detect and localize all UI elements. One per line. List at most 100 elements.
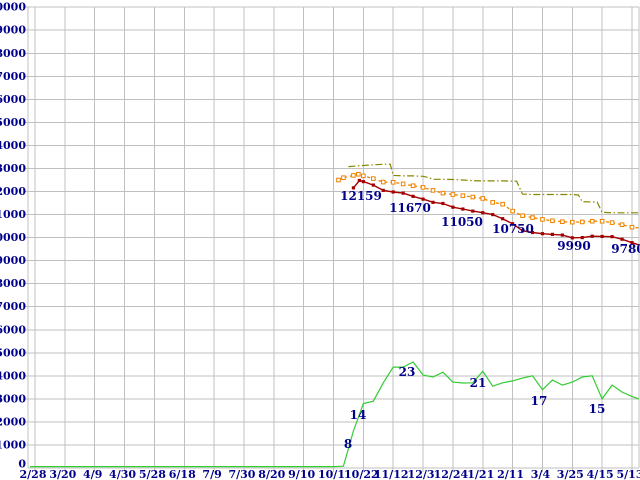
data-point-marker	[361, 173, 366, 179]
data-point-marker	[440, 190, 446, 196]
data-point-marker	[371, 176, 376, 181]
y-tick-label: 5000	[0, 346, 26, 359]
data-point-marker	[381, 188, 385, 192]
x-tick-label: 7/9	[202, 468, 221, 480]
data-point-marker	[400, 181, 406, 187]
y-tick-label: 20000	[0, 1, 26, 14]
data-point-marker	[470, 194, 476, 200]
data-point-marker	[336, 177, 341, 183]
data-point-marker	[460, 193, 466, 198]
y-tick-label: 14000	[0, 139, 26, 152]
x-tick-label: 4/15	[587, 468, 614, 480]
data-point-marker	[371, 183, 375, 187]
point-value-label: 15	[589, 402, 606, 416]
x-axis-labels: 2/28 3/20 4/9 4/30 5/28 6/18 7/9 7/30 8/20 9/10 10…	[20, 468, 640, 480]
x-tick-label: 2/11	[497, 468, 524, 480]
y-axis-labels: 2000019000180001700016000150001400013000…	[0, 1, 26, 471]
y-tick-label: 0	[18, 458, 26, 471]
x-tick-label: 12/24	[434, 468, 469, 480]
y-tick-label: 9000	[0, 254, 26, 267]
y-tick-label: 15000	[0, 116, 26, 129]
point-value-label: 9780	[611, 242, 640, 256]
data-point-marker	[511, 222, 515, 226]
data-point-marker	[390, 180, 396, 185]
data-point-marker	[480, 196, 486, 201]
point-value-label: 21	[470, 376, 487, 390]
point-value-label: 11050	[441, 215, 483, 229]
data-point-marker	[421, 197, 425, 201]
x-tick-label: 7/30	[228, 468, 255, 480]
point-value-label: 14	[350, 408, 367, 422]
data-point-marker	[361, 180, 365, 184]
x-tick-label: 11/12	[374, 468, 409, 480]
data-point-marker	[510, 208, 515, 214]
data-point-marker	[401, 191, 405, 195]
y-tick-label: 12000	[0, 185, 26, 198]
y-tick-label: 8000	[0, 277, 26, 290]
data-point-marker	[520, 213, 525, 219]
data-point-marker	[609, 220, 615, 225]
data-point-marker	[380, 179, 386, 185]
y-tick-label: 1000	[0, 438, 26, 451]
data-point-marker	[461, 207, 465, 211]
y-tick-label: 10000	[0, 231, 26, 244]
y-tick-label: 4000	[0, 369, 26, 382]
data-point-marker	[481, 211, 485, 215]
data-point-marker	[630, 241, 634, 245]
data-point-marker	[560, 233, 564, 237]
y-tick-label: 18000	[0, 47, 26, 60]
series-green-line	[30, 361, 639, 468]
x-tick-label: 5/13	[617, 468, 640, 480]
data-point-marker	[560, 219, 565, 225]
data-point-marker	[579, 219, 585, 225]
data-point-marker	[530, 230, 535, 235]
point-value-label: 9990	[557, 239, 590, 253]
data-point-marker	[580, 236, 584, 240]
point-value-label: 12159	[340, 189, 382, 203]
data-point-marker	[410, 183, 416, 189]
grid	[24, 6, 640, 472]
data-point-marker	[430, 188, 436, 193]
series-dark-red-line	[351, 178, 639, 246]
point-value-label: 11670	[389, 201, 431, 215]
data-point-marker	[431, 200, 435, 204]
data-point-marker	[540, 217, 545, 222]
data-point-marker	[451, 205, 455, 209]
data-point-marker	[600, 234, 604, 239]
x-tick-label: 8/20	[258, 468, 285, 480]
data-point-marker	[590, 234, 594, 238]
x-tick-label: 10/1	[318, 468, 345, 480]
point-value-label: 17	[531, 394, 548, 408]
data-point-marker	[341, 175, 346, 180]
series-line	[30, 361, 639, 468]
y-tick-label: 2000	[0, 415, 26, 428]
data-point-marker	[471, 209, 475, 213]
data-point-marker	[570, 219, 575, 225]
data-point-marker	[500, 201, 505, 207]
x-tick-label: 9/10	[288, 468, 315, 480]
x-tick-label: 4/30	[109, 468, 136, 480]
series-line	[338, 173, 639, 229]
x-tick-label: 10/22	[344, 468, 379, 480]
data-point-marker	[570, 236, 574, 240]
y-tick-label: 3000	[0, 392, 26, 405]
data-point-marker	[411, 194, 415, 198]
y-tick-label: 7000	[0, 300, 26, 313]
data-point-marker	[357, 178, 361, 183]
data-point-marker	[550, 232, 554, 236]
x-tick-label: 4/9	[83, 468, 102, 480]
data-point-marker	[550, 218, 555, 224]
data-point-marker	[351, 173, 356, 178]
y-tick-label: 13000	[0, 162, 26, 175]
y-tick-label: 6000	[0, 323, 26, 336]
point-value-labels: 12159 11670 11050 10750 9990 9780 8 14 23 21 17 15	[340, 189, 640, 451]
x-tick-label: 3/25	[557, 468, 584, 480]
point-value-label: 8	[344, 437, 352, 451]
data-point-marker	[540, 232, 545, 236]
data-point-marker	[441, 201, 445, 206]
data-point-marker	[599, 218, 605, 224]
data-point-marker	[620, 237, 624, 241]
x-tick-label: 6/18	[169, 468, 196, 480]
x-tick-label: 1/21	[467, 468, 494, 480]
